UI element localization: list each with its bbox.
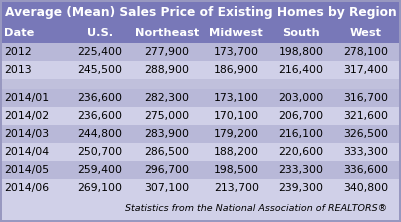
Bar [2,179,399,197]
Text: 216,100: 216,100 [278,129,323,139]
Text: 259,400: 259,400 [78,165,123,175]
Text: 216,400: 216,400 [278,65,323,75]
Bar [2,43,399,61]
Bar [2,125,399,143]
Bar [2,24,399,43]
Text: Average (Mean) Sales Price of Existing Homes by Region: Average (Mean) Sales Price of Existing H… [5,6,396,20]
Text: 288,900: 288,900 [144,65,190,75]
Bar [2,161,399,179]
Bar [2,143,399,161]
Text: 296,700: 296,700 [144,165,190,175]
Text: 244,800: 244,800 [78,129,123,139]
Bar [2,61,399,79]
Text: 213,700: 213,700 [214,183,259,193]
Text: 198,500: 198,500 [214,165,259,175]
Text: 269,100: 269,100 [78,183,123,193]
Text: Northeast: Northeast [135,28,199,38]
Text: 340,800: 340,800 [343,183,388,193]
Text: 173,100: 173,100 [214,93,259,103]
Text: 203,000: 203,000 [278,93,324,103]
Bar [2,79,399,89]
Text: 2014/05: 2014/05 [4,165,49,175]
Text: 239,300: 239,300 [278,183,323,193]
Text: 283,900: 283,900 [144,129,190,139]
Text: 220,600: 220,600 [278,147,324,157]
Text: 170,100: 170,100 [214,111,259,121]
Text: 233,300: 233,300 [278,165,323,175]
Text: 2013: 2013 [4,65,32,75]
Text: 245,500: 245,500 [78,65,123,75]
Text: 2014/02: 2014/02 [4,111,49,121]
Text: 2014/06: 2014/06 [4,183,49,193]
Bar [2,197,399,220]
Text: 225,400: 225,400 [78,47,123,57]
Text: 336,600: 336,600 [343,165,388,175]
Text: 278,100: 278,100 [343,47,388,57]
Text: 333,300: 333,300 [343,147,388,157]
Text: 250,700: 250,700 [77,147,123,157]
Text: West: West [350,28,381,38]
Text: 206,700: 206,700 [278,111,324,121]
Bar [2,107,399,125]
Text: 307,100: 307,100 [144,183,190,193]
Text: 236,600: 236,600 [78,93,123,103]
Text: Statistics from the National Association of REALTORS®: Statistics from the National Association… [125,204,387,213]
Text: 317,400: 317,400 [343,65,388,75]
Text: 173,700: 173,700 [214,47,259,57]
Text: 2014/03: 2014/03 [4,129,49,139]
Text: 2012: 2012 [4,47,32,57]
Text: 2014/04: 2014/04 [4,147,49,157]
Text: 188,200: 188,200 [214,147,259,157]
Text: 186,900: 186,900 [214,65,259,75]
Text: 321,600: 321,600 [343,111,388,121]
Text: 275,000: 275,000 [144,111,190,121]
Text: U.S.: U.S. [87,28,113,38]
Text: 198,800: 198,800 [278,47,323,57]
Text: 286,500: 286,500 [144,147,190,157]
Text: South: South [282,28,320,38]
Text: 2014/01: 2014/01 [4,93,49,103]
Bar [2,89,399,107]
Text: 277,900: 277,900 [144,47,190,57]
Text: Midwest: Midwest [209,28,263,38]
Text: 179,200: 179,200 [214,129,259,139]
Text: Date: Date [4,28,34,38]
Text: 326,500: 326,500 [343,129,388,139]
Text: 282,300: 282,300 [144,93,190,103]
Text: 236,600: 236,600 [78,111,123,121]
Text: 316,700: 316,700 [343,93,388,103]
Bar [2,2,399,24]
